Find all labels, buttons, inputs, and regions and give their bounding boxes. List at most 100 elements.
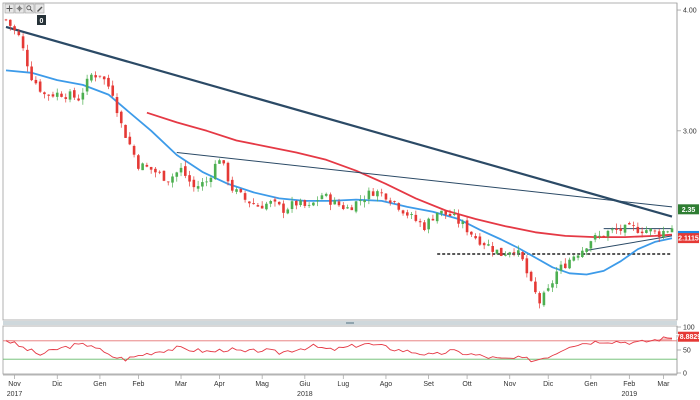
candle-body [329,194,332,205]
trendline-3[interactable] [586,235,673,251]
candle-body [606,230,610,237]
trendline-2[interactable] [176,152,673,208]
candle-body [504,254,507,256]
candle-body [205,181,208,183]
candle-body [508,252,512,255]
candle-body [77,98,80,101]
candle-body [107,77,110,87]
candle-body [188,175,191,182]
candle-body [295,200,298,206]
main-pane-frame [2,2,678,321]
candle-body [636,226,640,233]
chart-toolbar: 0 [4,3,46,25]
candle-body [166,181,170,183]
rsi-value-badge [678,331,699,342]
price-badge [678,204,699,215]
candle-body [359,200,362,202]
candle-body [222,160,226,164]
candle-body [102,76,106,80]
candle-body [119,111,123,124]
candle-body [8,19,12,26]
candle-body [137,155,140,169]
candle-body [145,164,149,167]
year-tick-label: 2017 [7,391,23,398]
candle-body [252,203,255,205]
crosshair-button[interactable] [14,3,25,14]
candle-body [51,94,55,97]
candle-body [589,241,593,249]
candle-body [534,281,537,293]
candle-body [179,167,183,173]
candle-body [512,252,516,253]
candle-body [427,218,430,230]
candle-body [218,160,221,164]
pane-splitter[interactable] [3,321,677,325]
candle-body [444,210,448,215]
candle-body [333,200,337,205]
candle-body [17,31,21,36]
splitter-handle[interactable] [346,322,354,324]
candle-body [115,97,119,114]
year-axis: 2017 2018 2019 [7,391,637,398]
rsi-tick-label: 50 [683,348,691,355]
candle-body [384,193,388,200]
candle-body [60,93,63,97]
candle-body [457,214,460,224]
counter-badge[interactable]: 0 [37,15,46,25]
candle-body [85,78,89,92]
trendlines [5,25,673,255]
month-tick-label: Giu [299,381,310,388]
candle-body [354,201,358,212]
candle-body [662,230,665,238]
month-tick-label: Apr [214,381,226,388]
candle-body [376,191,379,197]
moving-average-short [5,69,673,276]
candle-body [341,205,345,209]
candle-body [559,264,563,271]
month-tick-label: Feb [132,381,144,388]
candle-body [196,186,200,189]
month-tick-label: Mar [657,381,670,388]
candle-body [551,283,554,288]
month-tick-label: Nov [504,381,517,388]
counter-label: 0 [40,18,44,25]
price-badge-label: 2.1115 [678,236,699,243]
month-tick-label: Dic [52,381,63,388]
candle-body [470,231,473,235]
trendline-1[interactable] [5,25,673,218]
month-tick-label: Mar [175,381,188,388]
candle-body [128,136,132,145]
candle-body [414,214,418,221]
month-tick-label: Mag [255,381,269,388]
price-axis: 4.00 3.00 [676,3,697,320]
rsi-tick-label: 0 [683,371,687,378]
candle-body [465,220,469,233]
candle-body [149,166,153,170]
ma-short-line [5,69,673,276]
candle-body [299,200,302,206]
candle-body [21,36,25,49]
edit-button[interactable] [34,3,45,14]
zoom-button[interactable] [24,3,35,14]
candle-body [367,190,371,200]
candle-body [653,230,657,232]
edit-icon [37,6,43,12]
candle-body [26,49,29,67]
month-tick-label: Lug [337,381,349,388]
candle-body [487,244,490,246]
candle-body [397,203,401,210]
candles [4,18,674,309]
candle-body [410,213,413,215]
candle-body [495,249,499,254]
crosshair-icon [16,5,23,12]
candle-body [4,19,8,21]
candle-body [431,218,435,221]
rsi-series-line [5,336,673,363]
candle-body [303,200,307,206]
pan-button[interactable] [4,3,15,14]
candle-body [312,202,315,206]
candle-body [581,250,584,258]
candle-body [43,92,46,95]
candle-body [388,200,392,203]
candle-body [201,182,204,187]
